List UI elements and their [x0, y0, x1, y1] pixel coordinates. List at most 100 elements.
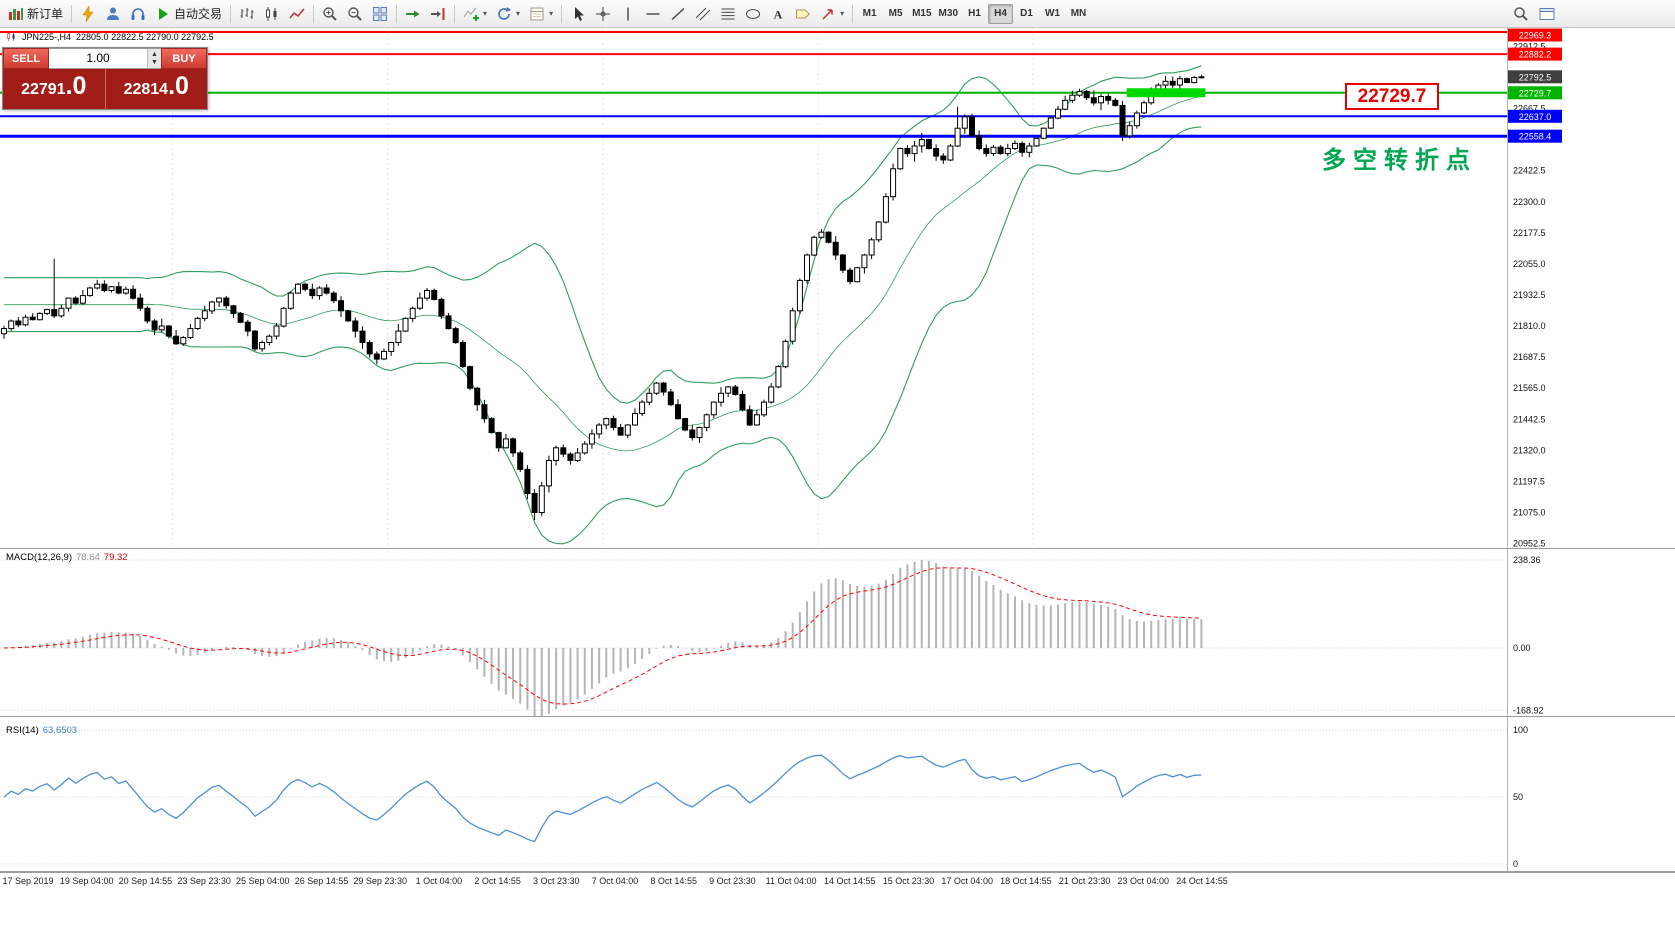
fibonacci-button[interactable]	[716, 3, 740, 25]
periods-button[interactable]: ▾	[492, 3, 524, 25]
sell-button[interactable]: SELL	[3, 48, 49, 69]
candles-chart-icon	[266, 6, 277, 21]
vline-icon	[627, 7, 629, 20]
chart-window: 22912.522790.022667.522545.022422.522300…	[0, 28, 1675, 951]
tile-windows-button[interactable]	[368, 3, 392, 25]
text-label-button[interactable]	[791, 3, 815, 25]
price-tick-label: 22055.0	[1513, 259, 1546, 269]
price-axis[interactable]: 22912.522790.022667.522545.022422.522300…	[1507, 28, 1563, 548]
price-chart-panel[interactable]: 22912.522790.022667.522545.022422.522300…	[0, 28, 1675, 548]
shift-end-icon	[431, 7, 445, 20]
price-callout-label[interactable]: 22729.7	[1345, 83, 1439, 110]
channel-button[interactable]	[691, 3, 715, 25]
chevron-down-icon: ▾	[549, 9, 554, 18]
zoom-out-button[interactable]	[343, 3, 367, 25]
time-label: 14 Oct 14:55	[824, 876, 876, 886]
template-icon	[530, 7, 544, 20]
price-level-box-label: 22969.3	[1519, 31, 1552, 41]
price-tick-label: 22912.5	[1513, 41, 1546, 51]
rsi-line	[3, 754, 1202, 843]
rsi-panel[interactable]: 100 50 0	[0, 716, 1675, 872]
zoom-in-button[interactable]	[318, 3, 342, 25]
macd-main-value: 78.64	[76, 552, 100, 563]
toolbar-right-group	[1509, 3, 1559, 25]
bars-chart-button[interactable]	[235, 3, 259, 25]
horizontal-level-lines[interactable]	[0, 31, 1507, 138]
rsi-scale-label: 0	[1513, 859, 1518, 869]
templates-button[interactable]: ▾	[525, 3, 557, 25]
price-level-box-label: 22792.5	[1519, 72, 1552, 82]
timeframe-w1-button[interactable]: W1	[1040, 4, 1065, 24]
timeframe-h4-button[interactable]: H4	[988, 3, 1013, 24]
lot-increase-arrow[interactable]: ▲	[151, 50, 158, 58]
sell-price[interactable]: 22791.0	[3, 69, 106, 109]
bars-chart-icon	[240, 7, 254, 19]
support-button[interactable]	[126, 3, 150, 25]
time-axis[interactable]: 17 Sep 2019 19 Sep 04:00 20 Sep 14:55 23 Se…	[0, 872, 1675, 891]
timeframe-m30-button[interactable]: M30	[936, 4, 961, 24]
price-tick-label: 20952.5	[1513, 539, 1546, 548]
price-level-box	[1508, 109, 1562, 123]
shapes-icon	[746, 8, 761, 19]
community-button[interactable]	[101, 3, 125, 25]
arrows-button[interactable]: ▾	[816, 3, 848, 25]
bollinger-lower-band	[4, 126, 1202, 545]
time-label: 21 Oct 23:30	[1058, 876, 1111, 886]
timeframe-h1-button[interactable]: H1	[962, 4, 987, 24]
chart-title: JPN225-,H4 22805.0 22822.5 22790.0 22792…	[6, 31, 214, 42]
turning-point-annotation[interactable]: 多空转折点	[1322, 147, 1477, 174]
cursor-button[interactable]	[566, 3, 590, 25]
time-label: 19 Sep 04:00	[59, 876, 114, 886]
auto-scroll-button[interactable]	[401, 3, 425, 25]
timeframe-m1-button[interactable]: M1	[857, 4, 882, 24]
time-label: 2 Oct 14:55	[474, 876, 521, 886]
horizontal-line-button[interactable]	[641, 3, 665, 25]
timeframe-mn-button[interactable]: MN	[1066, 4, 1091, 24]
quick-trade-button[interactable]	[76, 3, 100, 25]
price-tick-label: 21810.0	[1513, 321, 1546, 331]
candlestick-series	[1, 74, 1205, 521]
candles-chart-button[interactable]	[260, 3, 284, 25]
timeframe-m5-button[interactable]: M5	[883, 4, 908, 24]
macd-scale-label: -168.92	[1513, 705, 1544, 715]
trendline-button[interactable]	[666, 3, 690, 25]
chevron-down-icon: ▾	[840, 9, 845, 18]
crosshair-button[interactable]	[591, 3, 615, 25]
toolbar-separator	[71, 4, 73, 23]
timeframe-d1-button[interactable]: D1	[1014, 4, 1039, 24]
macd-panel[interactable]: 238.36 0.00 -168.92	[0, 548, 1675, 716]
sell-price-main: 22791	[21, 81, 66, 98]
vertical-line-button[interactable]	[616, 3, 640, 25]
chart-shift-button[interactable]	[426, 3, 450, 25]
lot-size-field[interactable]: 1.00 ▲ ▼	[49, 48, 161, 69]
line-chart-button[interactable]	[285, 3, 309, 25]
lightning-icon	[82, 5, 94, 22]
price-tick-label: 21320.0	[1513, 445, 1546, 455]
lot-decrease-arrow[interactable]: ▼	[151, 58, 158, 66]
indicators-button[interactable]: ▾	[459, 3, 491, 25]
time-label: 18 Oct 14:55	[1000, 876, 1052, 886]
new-order-button[interactable]: 新订单	[4, 3, 67, 25]
toolbar-separator	[852, 4, 854, 23]
chart-symbol-period: JPN225-,H4	[22, 31, 72, 42]
timeframe-m15-button[interactable]: M15	[909, 4, 934, 24]
layout-button[interactable]	[1535, 3, 1559, 25]
zoom-in-icon	[323, 6, 337, 21]
text-A-icon: A	[774, 7, 783, 21]
toolbar-separator	[561, 4, 563, 23]
search-button[interactable]	[1509, 3, 1533, 25]
crosshair-icon	[596, 6, 611, 21]
buy-button[interactable]: BUY	[161, 48, 207, 69]
text-button[interactable]: A	[766, 3, 790, 25]
lot-stepper[interactable]: ▲ ▼	[147, 49, 161, 68]
arrows-tool-icon	[822, 8, 833, 20]
shapes-button[interactable]	[741, 3, 765, 25]
lot-size-value[interactable]: 1.00	[86, 51, 110, 65]
autotrading-button[interactable]: 自动交易	[151, 3, 226, 25]
tile-windows-icon	[373, 6, 388, 21]
play-green-icon	[159, 7, 169, 20]
chevron-down-icon: ▾	[483, 9, 488, 18]
price-tick-label: 22177.5	[1513, 228, 1546, 238]
buy-price[interactable]: 22814.0	[106, 69, 208, 109]
